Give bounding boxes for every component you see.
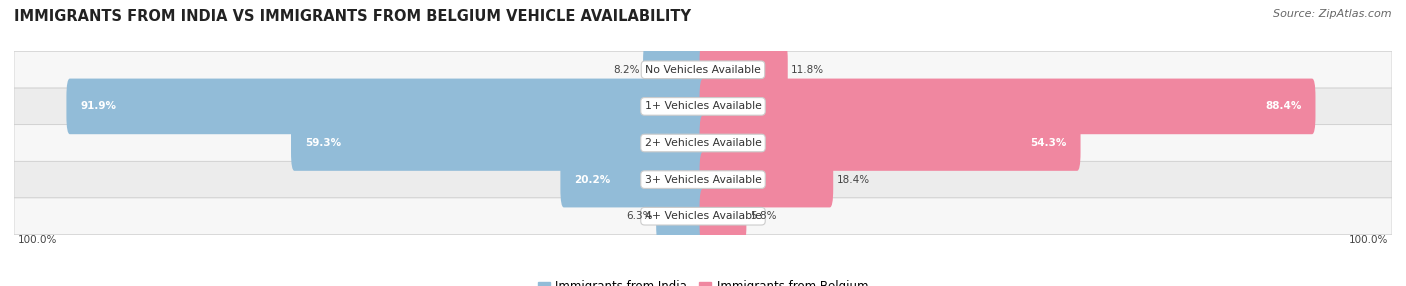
FancyBboxPatch shape [700,188,747,244]
Text: 59.3%: 59.3% [305,138,340,148]
Text: 91.9%: 91.9% [80,102,117,111]
Text: 2+ Vehicles Available: 2+ Vehicles Available [644,138,762,148]
FancyBboxPatch shape [700,42,787,98]
FancyBboxPatch shape [700,115,1081,171]
Text: IMMIGRANTS FROM INDIA VS IMMIGRANTS FROM BELGIUM VEHICLE AVAILABILITY: IMMIGRANTS FROM INDIA VS IMMIGRANTS FROM… [14,9,692,23]
Text: 88.4%: 88.4% [1265,102,1302,111]
Text: 54.3%: 54.3% [1031,138,1067,148]
FancyBboxPatch shape [291,115,706,171]
FancyBboxPatch shape [14,88,1392,125]
FancyBboxPatch shape [14,51,1392,88]
FancyBboxPatch shape [561,152,706,207]
Text: 5.8%: 5.8% [749,211,776,221]
FancyBboxPatch shape [14,125,1392,161]
FancyBboxPatch shape [700,152,834,207]
Text: No Vehicles Available: No Vehicles Available [645,65,761,75]
FancyBboxPatch shape [700,79,1316,134]
Text: 18.4%: 18.4% [837,175,870,184]
Text: 1+ Vehicles Available: 1+ Vehicles Available [644,102,762,111]
Legend: Immigrants from India, Immigrants from Belgium: Immigrants from India, Immigrants from B… [533,276,873,286]
Text: 6.3%: 6.3% [626,211,652,221]
Text: Source: ZipAtlas.com: Source: ZipAtlas.com [1274,9,1392,19]
Text: 20.2%: 20.2% [574,175,610,184]
Text: 4+ Vehicles Available: 4+ Vehicles Available [644,211,762,221]
FancyBboxPatch shape [643,42,706,98]
Text: 100.0%: 100.0% [17,235,56,245]
Text: 11.8%: 11.8% [792,65,824,75]
FancyBboxPatch shape [657,188,706,244]
Text: 100.0%: 100.0% [1350,235,1389,245]
FancyBboxPatch shape [14,198,1392,235]
Text: 8.2%: 8.2% [613,65,640,75]
FancyBboxPatch shape [66,79,706,134]
FancyBboxPatch shape [14,161,1392,198]
Text: 3+ Vehicles Available: 3+ Vehicles Available [644,175,762,184]
